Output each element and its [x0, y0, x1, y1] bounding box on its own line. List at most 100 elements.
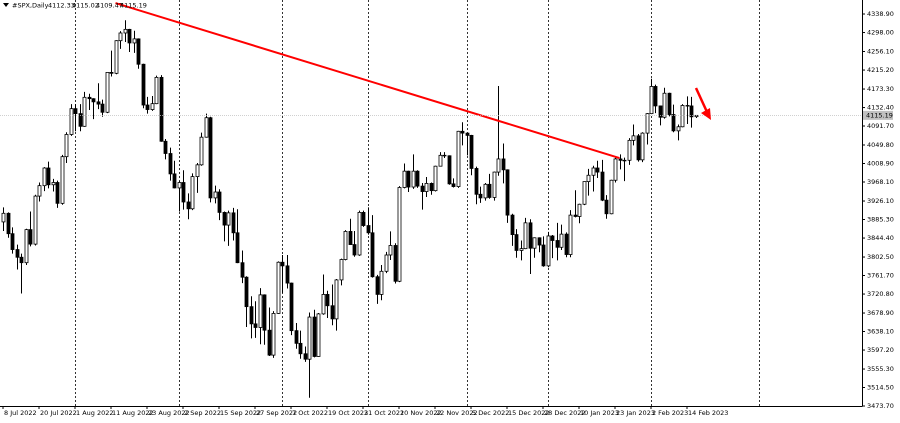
candle-body — [316, 313, 321, 357]
candle-body — [307, 316, 312, 360]
candle-body — [141, 63, 146, 106]
candle-body — [676, 126, 681, 132]
candle-body — [217, 191, 222, 213]
candle-body — [73, 108, 78, 115]
candle-body — [96, 101, 101, 105]
candle-body — [231, 212, 236, 234]
candle-body — [442, 154, 447, 157]
candle-body — [46, 167, 51, 186]
candle-body — [618, 158, 623, 161]
candle-body — [78, 113, 83, 127]
candle-body — [420, 185, 425, 192]
x-tick-label: 20 Jul 2022 — [40, 409, 77, 417]
candle-body — [487, 183, 492, 198]
candle-body — [357, 212, 362, 256]
candle-body — [653, 86, 658, 107]
x-tick-label: 10 Nov 2022 — [400, 409, 442, 417]
candle-body — [87, 96, 92, 100]
candle-body — [136, 38, 141, 65]
candle-body — [190, 176, 195, 210]
candle-body — [492, 171, 497, 198]
y-tick-label: 4008.90 — [867, 160, 894, 168]
menu-icon[interactable] — [3, 3, 9, 7]
candle-body — [640, 132, 645, 161]
candle-body — [496, 158, 501, 173]
candle-body — [55, 182, 60, 204]
y-tick-label: 3968.10 — [867, 178, 894, 186]
candle-body — [114, 40, 119, 74]
candle-body — [649, 86, 654, 115]
candle-body — [591, 167, 596, 176]
candle-body — [145, 104, 150, 110]
candle-body — [82, 96, 87, 127]
candle-body — [168, 153, 173, 175]
y-tick-label: 3720.80 — [867, 290, 894, 298]
x-tick-label: 2 Feb 2023 — [652, 409, 688, 417]
candle-body — [447, 155, 452, 185]
candle-body — [240, 262, 245, 278]
candle-body — [222, 212, 227, 226]
candle-body — [289, 282, 294, 332]
candle-body — [24, 229, 29, 264]
candle-body — [163, 140, 168, 154]
candle-body — [118, 32, 123, 42]
x-tick-label: 31 Oct 2022 — [364, 409, 404, 417]
x-tick-label: 11 Aug 2022 — [112, 409, 154, 417]
y-tick-label: 3555.30 — [867, 365, 894, 373]
candle-body — [600, 171, 605, 201]
candle-body — [150, 103, 155, 110]
candle-body — [662, 92, 667, 118]
candle-body — [546, 235, 551, 267]
candle-body — [280, 261, 285, 267]
candle-body — [424, 183, 429, 192]
candle-body — [604, 199, 609, 215]
candle-body — [483, 183, 488, 199]
ohlc-value: 4112.33 — [48, 2, 75, 10]
candle-body — [577, 203, 582, 217]
x-tick-label: 28 Dec 2022 — [544, 409, 586, 417]
x-tick-label: 23 Aug 2022 — [148, 409, 190, 417]
ohlc-value: 4115.02 — [72, 2, 99, 10]
candle-body — [330, 305, 335, 320]
candle-body — [631, 135, 636, 141]
candle-body — [334, 279, 339, 320]
candle-body — [460, 130, 465, 134]
candle-body — [456, 130, 461, 187]
candle-body — [564, 233, 569, 255]
candle-body — [285, 265, 290, 284]
candle-body — [514, 234, 519, 251]
candle-body — [519, 248, 524, 251]
candle-body — [15, 249, 20, 258]
arrow-shaft — [694, 87, 709, 113]
candle-body — [622, 159, 627, 162]
candle-body — [271, 313, 276, 356]
candle-body — [366, 225, 371, 234]
candle-body — [645, 113, 650, 134]
candle-body — [204, 117, 209, 138]
candle-body — [582, 181, 587, 205]
candle-body — [433, 165, 438, 192]
y-tick-label: 4049.80 — [867, 141, 894, 149]
candle-body — [181, 182, 186, 203]
candle-body — [6, 212, 11, 235]
candle-body — [537, 237, 542, 246]
candle-body — [28, 229, 33, 245]
candle-body — [154, 76, 159, 105]
candle-body — [42, 167, 47, 187]
candle-body — [469, 134, 474, 169]
candle-body — [379, 270, 384, 295]
candle-body — [33, 195, 38, 245]
candle-body — [321, 294, 326, 315]
candle-body — [528, 222, 533, 249]
candle-body — [312, 316, 317, 357]
candle-body — [411, 170, 416, 188]
candle-body — [258, 294, 263, 328]
x-tick-label: 1 Aug 2022 — [76, 409, 114, 417]
candle-body — [343, 231, 348, 260]
candle-body — [658, 105, 663, 118]
candle-body — [609, 179, 614, 215]
y-tick-label: 3885.30 — [867, 216, 894, 224]
candle-body — [510, 214, 515, 236]
candle-body — [325, 294, 330, 307]
